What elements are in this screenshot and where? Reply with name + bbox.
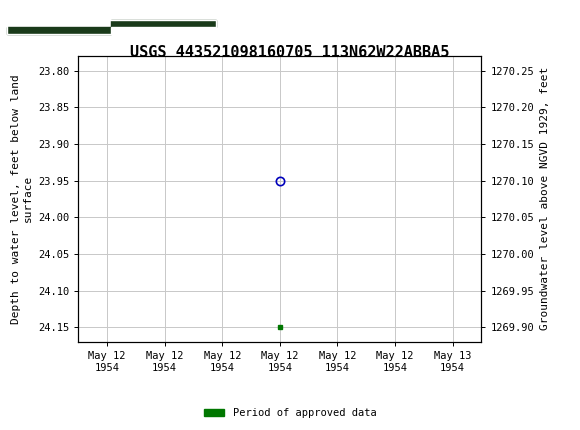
Bar	[7, 20, 216, 34]
Text: USGS 443521098160705 113N62W22ABBA5: USGS 443521098160705 113N62W22ABBA5	[130, 45, 450, 60]
Bar	[7, 20, 111, 27]
Text: USGS: USGS	[224, 12, 261, 28]
Legend: Period of approved data: Period of approved data	[200, 404, 380, 423]
Bar	[111, 27, 216, 34]
Bar	[7, 27, 111, 34]
Y-axis label: Depth to water level, feet below land
surface: Depth to water level, feet below land su…	[11, 74, 32, 324]
Y-axis label: Groundwater level above NGVD 1929, feet: Groundwater level above NGVD 1929, feet	[540, 67, 550, 331]
Bar	[111, 20, 216, 27]
